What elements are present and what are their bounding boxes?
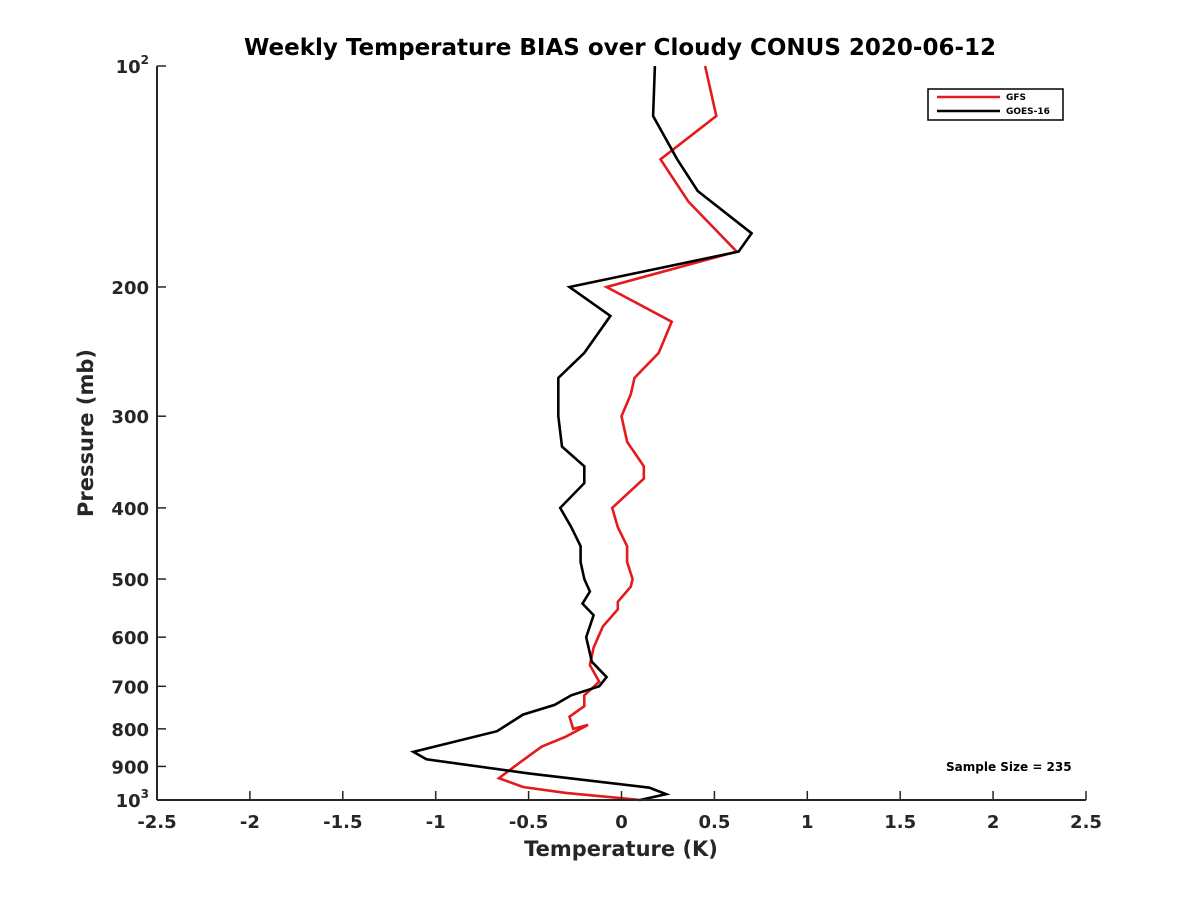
chart-title: Weekly Temperature BIAS over Cloudy CONU… xyxy=(244,35,996,61)
x-axis-label: Temperature (K) xyxy=(524,837,718,861)
x-tick-label: 0.5 xyxy=(698,812,730,833)
x-tick-label: 1.5 xyxy=(884,812,916,833)
series-line-gfs xyxy=(496,65,740,802)
x-tick-label: 0 xyxy=(615,812,628,833)
sample-size-annotation: Sample Size = 235 xyxy=(946,760,1072,774)
legend-label-gfs: GFS xyxy=(1006,93,1026,103)
x-tick-label: -0.5 xyxy=(509,812,548,833)
legend-box xyxy=(927,88,1064,121)
y-ticks: 102 200 300 400 500 600 700 800 900 103 xyxy=(111,53,166,812)
x-tick-label: 2 xyxy=(987,812,1000,833)
y-tick-label: 700 xyxy=(111,677,149,698)
x-ticks: -2.5 -2 -1.5 -1 -0.5 0 0.5 1 1.5 2 2.5 xyxy=(137,791,1102,833)
y-tick-label: 102 xyxy=(116,53,149,78)
x-tick-label: -2 xyxy=(240,812,260,833)
y-tick-label: 500 xyxy=(111,570,149,591)
legend-label-goes16: GOES-16 xyxy=(1006,107,1050,117)
x-tick-label: 2.5 xyxy=(1070,812,1102,833)
x-tick-label: -1 xyxy=(426,812,446,833)
y-tick-label: 800 xyxy=(111,720,149,741)
y-axis-label: Pressure (mb) xyxy=(74,349,98,517)
y-tick-label: 900 xyxy=(111,757,149,778)
y-tick-label: 400 xyxy=(111,499,149,520)
series-lines xyxy=(409,65,754,802)
legend: GFS GOES-16 xyxy=(927,88,1064,121)
x-tick-label: -1.5 xyxy=(323,812,362,833)
y-tick-label: 200 xyxy=(111,278,149,299)
y-tick-label: 103 xyxy=(116,787,149,812)
y-tick-label: 300 xyxy=(111,407,149,428)
series-line-goes-16 xyxy=(409,65,754,802)
y-tick-label: 600 xyxy=(111,628,149,649)
x-tick-label: -2.5 xyxy=(137,812,176,833)
x-tick-label: 1 xyxy=(801,812,814,833)
